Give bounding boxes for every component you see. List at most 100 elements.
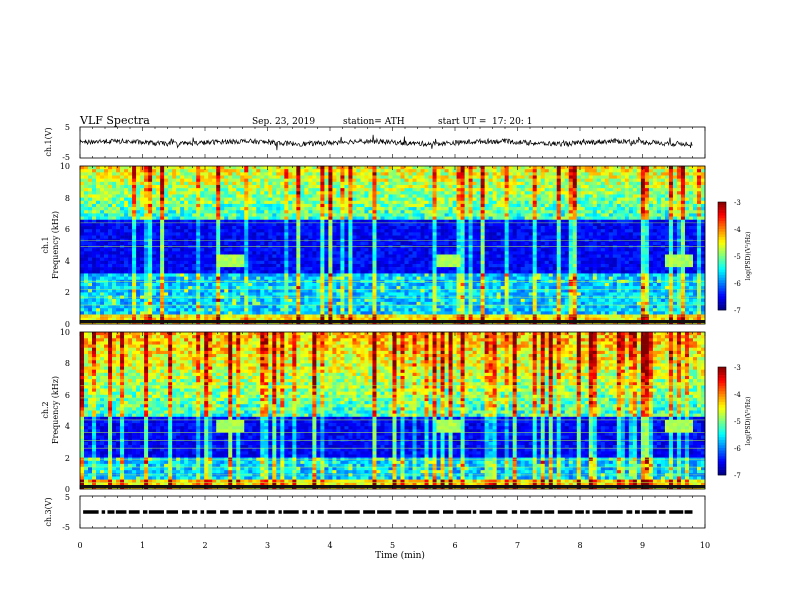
spectrogram-cell <box>288 261 292 264</box>
spectrogram-cell <box>164 242 168 245</box>
spectrogram-cell <box>112 166 116 169</box>
spectrogram-cell <box>308 185 312 188</box>
spectrogram-cell <box>280 258 284 261</box>
spectrogram-cell <box>192 308 196 311</box>
spectrogram-cell <box>449 292 453 295</box>
spectrogram-cell <box>128 217 132 220</box>
spectrogram-cell <box>320 251 324 254</box>
spectrogram-cell <box>304 229 308 232</box>
spectrogram-cell <box>441 273 445 276</box>
spectrogram-cell <box>120 258 124 261</box>
spectrogram-cell <box>328 232 332 235</box>
spectrogram-cell <box>445 267 449 270</box>
spectrogram-cell <box>108 223 112 226</box>
spectrogram-cell <box>144 261 148 264</box>
spectrogram-cell <box>372 204 376 207</box>
spectrogram-cell <box>425 248 429 251</box>
spectrogram-cell <box>240 179 244 182</box>
spectrogram-cell <box>244 207 248 210</box>
spectrogram-cell <box>172 188 176 191</box>
spectrogram-cell <box>388 210 392 213</box>
spectrogram-cell <box>320 201 324 204</box>
spectrogram-cell <box>184 308 188 311</box>
spectrogram-cell <box>232 277 236 280</box>
spectrogram-cell <box>421 270 425 273</box>
spectrogram-cell <box>96 299 100 302</box>
spectrogram-cell <box>437 201 441 204</box>
spectrogram-cell <box>240 191 244 194</box>
spectrogram-cell <box>437 277 441 280</box>
spectrogram-cell <box>457 223 461 226</box>
spectrogram-cell <box>324 308 328 311</box>
spectrogram-cell <box>220 217 224 220</box>
spectrogram-cell <box>433 273 437 276</box>
spectrogram-cell <box>276 305 280 308</box>
spectrogram-cell <box>84 251 88 254</box>
spectrogram-cell <box>260 175 264 178</box>
spectrogram-cell <box>437 198 441 201</box>
spectrogram-cell <box>264 179 268 182</box>
spectrogram-cell <box>380 232 384 235</box>
spectrogram-cell <box>144 311 148 314</box>
spectrogram-cell <box>116 198 120 201</box>
spectrogram-cell <box>96 248 100 251</box>
spectrogram-cell <box>320 191 324 194</box>
spectrogram-cell <box>92 292 96 295</box>
spectrogram-cell <box>425 207 429 210</box>
spectrogram-cell <box>264 270 268 273</box>
spectrogram-cell <box>196 254 200 257</box>
spectrogram-cell <box>124 169 128 172</box>
spectrogram-cell <box>336 261 340 264</box>
spectrogram-cell <box>393 213 397 216</box>
spectrogram-cell <box>364 242 368 245</box>
spectrogram-cell <box>184 210 188 213</box>
spectrogram-cell <box>152 267 156 270</box>
spectrogram-cell <box>445 305 449 308</box>
spectrogram-cell <box>397 283 401 286</box>
spectrogram-cell <box>324 236 328 239</box>
spectrogram-cell <box>352 169 356 172</box>
spectrogram-cell <box>180 210 184 213</box>
spectrogram-cell <box>80 270 84 273</box>
spectrogram-cell <box>132 172 136 175</box>
spectrogram-cell <box>360 217 364 220</box>
spectrogram-cell <box>384 308 388 311</box>
spectrogram-cell <box>128 236 132 239</box>
spectrogram-cell <box>244 223 248 226</box>
spectrogram-cell <box>160 277 164 280</box>
spectrogram-cell <box>148 254 152 257</box>
spectrogram-cell <box>208 207 212 210</box>
spectrogram-cell <box>144 223 148 226</box>
spectrogram-cell <box>368 172 372 175</box>
spectrogram-cell <box>388 179 392 182</box>
spectrogram-cell <box>380 292 384 295</box>
spectrogram-cell <box>176 182 180 185</box>
spectrogram-cell <box>140 182 144 185</box>
spectrogram-cell <box>296 261 300 264</box>
spectrogram-cell <box>344 311 348 314</box>
spectrogram-cell <box>100 254 104 257</box>
spectrogram-cell <box>120 198 124 201</box>
spectrogram-cell <box>360 229 364 232</box>
spectrogram-cell <box>200 289 204 292</box>
spectrogram-cell <box>417 289 421 292</box>
spectrogram-cell <box>300 166 304 169</box>
spectrogram-cell <box>401 175 405 178</box>
spectrogram-cell <box>88 236 92 239</box>
spectrogram-cell <box>204 254 208 257</box>
spectrogram-cell <box>104 226 108 229</box>
spectrogram-cell <box>92 188 96 191</box>
spectrogram-cell <box>380 289 384 292</box>
spectrogram-cell <box>100 277 104 280</box>
spectrogram-cell <box>457 210 461 213</box>
spectrogram-cell <box>268 191 272 194</box>
spectrogram-cell <box>356 229 360 232</box>
spectrogram-cell <box>352 194 356 197</box>
spectrogram-cell <box>397 175 401 178</box>
spectrogram-cell <box>324 191 328 194</box>
spectrogram-cell <box>256 232 260 235</box>
spectrogram-cell <box>204 258 208 261</box>
spectrogram-cell <box>280 182 284 185</box>
spectrogram-cell <box>184 273 188 276</box>
spectrogram-cell <box>140 264 144 267</box>
